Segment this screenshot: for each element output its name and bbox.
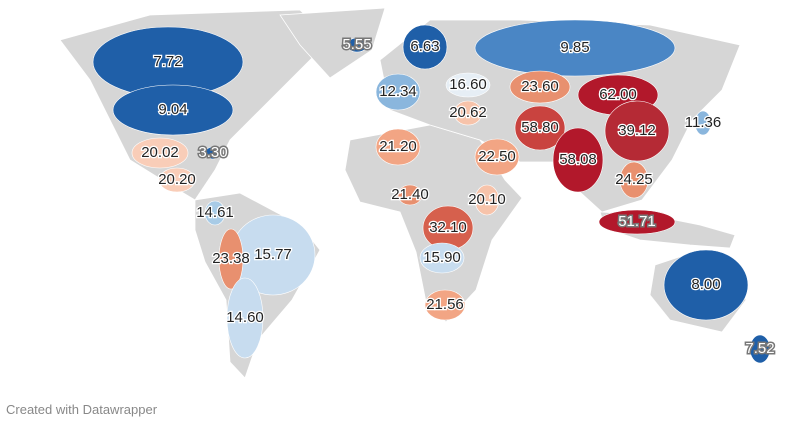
region [375, 73, 421, 111]
region-label: 58.80 [521, 119, 559, 136]
region-label: 23.38 [212, 250, 250, 267]
region-label: 51.71 [618, 213, 656, 230]
region [445, 72, 491, 98]
region [474, 138, 520, 176]
region-label: 14.61 [196, 204, 234, 221]
region [509, 70, 571, 104]
region-label: 15.77 [254, 246, 292, 263]
region [474, 184, 500, 216]
region [375, 128, 421, 166]
region-label: 21.56 [426, 296, 464, 313]
region [552, 127, 604, 193]
region [112, 84, 234, 136]
region [604, 100, 670, 162]
region [453, 100, 483, 126]
region-label: 5.55 [342, 36, 371, 53]
region-label: 39.12 [618, 122, 656, 139]
region-label: 7.52 [745, 340, 774, 357]
region-label: 14.60 [226, 309, 264, 326]
region [598, 209, 676, 235]
region [424, 289, 466, 321]
region-label: 23.60 [521, 78, 559, 95]
region [226, 277, 264, 359]
region-label: 20.10 [468, 191, 506, 208]
region-label: 21.40 [391, 186, 429, 203]
region-label: 20.02 [141, 144, 179, 161]
region-label: 3.30 [198, 144, 227, 161]
region [218, 228, 244, 290]
region-label: 15.90 [423, 249, 461, 266]
region-label: 21.20 [379, 138, 417, 155]
region-label: 8.00 [691, 276, 720, 293]
region [131, 137, 189, 169]
region [663, 249, 749, 321]
region [694, 110, 712, 136]
region-label: 24.25 [615, 171, 653, 188]
region-label: 20.62 [449, 104, 487, 121]
region-label: 20.20 [158, 171, 196, 188]
region-label: 9.04 [158, 101, 187, 118]
region [749, 334, 771, 364]
region [419, 242, 465, 274]
region [397, 184, 423, 206]
region-label: 22.50 [478, 148, 516, 165]
region-label: 7.72 [153, 53, 182, 70]
region [514, 105, 566, 151]
region [402, 24, 448, 70]
region [474, 19, 676, 77]
region-label: 16.60 [449, 76, 487, 93]
greenland [279, 7, 386, 79]
region-label: 6.63 [410, 38, 439, 55]
region-label: 12.34 [379, 83, 417, 100]
region [346, 37, 368, 53]
region-label: 9.85 [560, 39, 589, 56]
regions [92, 19, 771, 364]
region-label: 32.10 [429, 219, 467, 236]
labels: 7.72 5.55 6.63 9.85 16.60 12.34 23.60 62.00 9.04… [140, 34, 776, 358]
credit: Created with Datawrapper [6, 402, 158, 417]
region [204, 200, 226, 226]
region [619, 161, 649, 199]
region-label: 58.08 [559, 151, 597, 168]
region [204, 146, 222, 160]
region-label: 62.00 [599, 86, 637, 103]
region [158, 167, 196, 193]
region-label: 11.36 [685, 114, 721, 131]
